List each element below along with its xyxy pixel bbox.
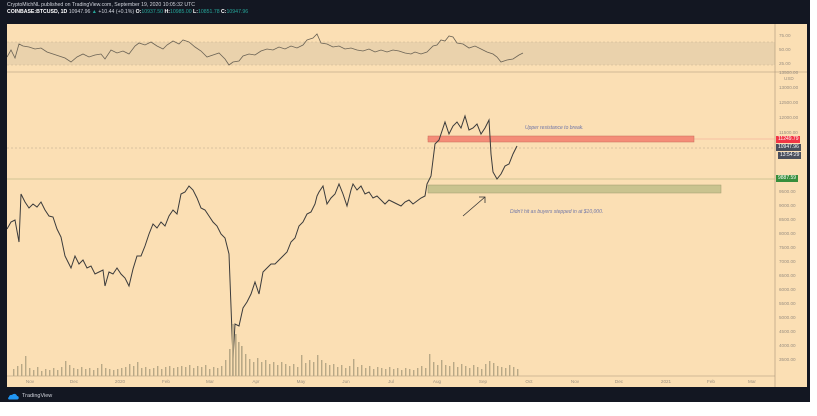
arrow-head-icon — [479, 196, 486, 203]
ohlc-line: COINBASE:BTCUSD, 1D 10947.96 ▲ +10.44 (+… — [7, 9, 249, 15]
price-tick: 7500.00 — [779, 245, 796, 250]
x-tick: Dec — [614, 379, 624, 384]
price-tick: 13000.00 — [779, 85, 799, 90]
high-value: 10985.00 — [169, 9, 192, 15]
x-tick: 2020 — [114, 379, 126, 384]
publisher-line: CryptoMichNL published on TradingView.co… — [7, 2, 196, 8]
x-tick: Oct — [525, 379, 533, 384]
price-tick: 11500.00 — [779, 130, 798, 135]
change-value: +10.44 (+0.1%) — [98, 9, 135, 15]
price-tick: 9000.00 — [779, 203, 796, 208]
tradingview-footer: TradingView — [7, 391, 52, 401]
x-tick: Mar — [206, 379, 214, 384]
chart-header: CryptoMichNL published on TradingView.co… — [7, 2, 248, 16]
price-tick: 12000.00 — [779, 115, 799, 120]
chart-area[interactable]: 75.00 50.00 25.00 13500.00 USD 13000.00 … — [7, 24, 807, 387]
tradingview-cloud-icon — [8, 393, 19, 399]
price-tick: 5500.00 — [779, 301, 796, 306]
chart-canvas — [7, 24, 807, 387]
price-tick: 5000.00 — [779, 315, 796, 320]
low-value: 10851.78 — [197, 9, 220, 15]
price-tick: 9500.00 — [779, 189, 796, 194]
price-tick: 6000.00 — [779, 287, 796, 292]
last-price-tag: 10947.96 — [776, 144, 801, 151]
price-tick: 7000.00 — [779, 259, 796, 264]
support-zone — [427, 184, 722, 194]
x-tick: Jul — [388, 379, 394, 384]
x-tick: Nov — [25, 379, 35, 384]
price-tick: 12500.00 — [779, 100, 799, 105]
rsi-line — [7, 33, 524, 66]
close-value: 10947.96 — [226, 9, 249, 15]
arrow-line — [462, 196, 486, 217]
price-tick: 13500.00 — [779, 70, 799, 75]
currency-label: USD — [784, 76, 794, 81]
x-tick: Apr — [252, 379, 260, 384]
resistance-note[interactable]: Upper resistance to break. — [525, 125, 584, 131]
tradingview-brand[interactable]: TradingView — [22, 393, 53, 399]
x-tick: Feb — [162, 379, 170, 384]
x-tick: 2021 — [660, 379, 672, 384]
x-tick: May — [296, 379, 306, 384]
price-tick: 4000.00 — [779, 343, 796, 348]
price-tick: 8500.00 — [779, 217, 796, 222]
rsi-tick-75: 75.00 — [779, 33, 791, 38]
support-note[interactable]: Didn't hit as buyers stepped in at $10,0… — [510, 209, 604, 215]
price-tick: 8000.00 — [779, 231, 796, 236]
open-value: 10937.50 — [141, 9, 164, 15]
tradingview-snapshot: CryptoMichNL published on TradingView.co… — [0, 0, 810, 402]
countdown-tag: 13:54:29 — [778, 152, 802, 159]
x-tick: Aug — [432, 379, 442, 384]
resistance-zone — [427, 135, 695, 143]
price-tick: 3500.00 — [779, 357, 796, 362]
support-price-tag: 9887.59 — [776, 175, 799, 182]
x-tick: Dec — [69, 379, 79, 384]
price-tick: 4500.00 — [779, 329, 796, 334]
rsi-tick-50: 50.00 — [779, 47, 791, 52]
x-tick: Sep — [478, 379, 488, 384]
volume-bars — [13, 324, 519, 376]
last-price: 10947.96 — [68, 9, 91, 15]
up-arrow-icon: ▲ — [91, 9, 97, 15]
x-tick: Feb — [707, 379, 715, 384]
price-series — [7, 114, 518, 360]
price-tick: 6500.00 — [779, 273, 796, 278]
x-tick: Mar — [748, 379, 756, 384]
x-tick: Nov — [570, 379, 580, 384]
x-tick: Jun — [342, 379, 350, 384]
rsi-tick-25: 25.00 — [779, 61, 791, 66]
resistance-price-tag: 11249.79 — [776, 136, 801, 143]
symbol-label: COINBASE:BTCUSD, 1D — [7, 9, 68, 15]
rsi-band — [7, 42, 775, 65]
